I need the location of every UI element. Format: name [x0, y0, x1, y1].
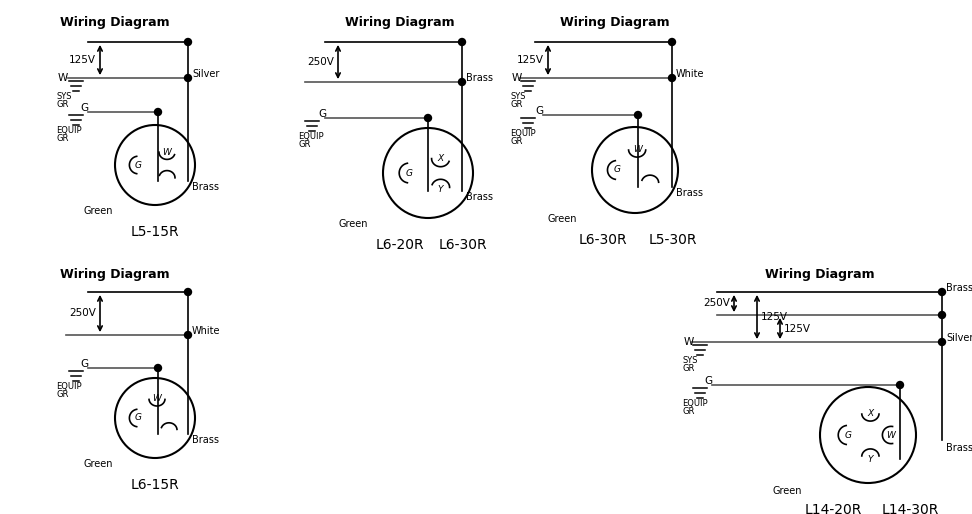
Text: G: G — [845, 431, 851, 439]
Text: W: W — [162, 148, 171, 157]
Text: G: G — [318, 109, 327, 119]
Circle shape — [155, 108, 161, 116]
Text: Green: Green — [84, 206, 113, 216]
Text: L6-20R: L6-20R — [376, 238, 425, 252]
Text: Green: Green — [773, 486, 802, 496]
Circle shape — [185, 75, 191, 82]
Text: Brass: Brass — [192, 435, 219, 445]
Text: EQUIP: EQUIP — [682, 399, 708, 408]
Text: Brass: Brass — [676, 188, 703, 198]
Text: Wiring Diagram: Wiring Diagram — [560, 16, 670, 29]
Text: 125V: 125V — [761, 312, 788, 322]
Text: GR: GR — [682, 407, 694, 416]
Text: Wiring Diagram: Wiring Diagram — [345, 16, 455, 29]
Text: Green: Green — [84, 459, 113, 469]
Text: L6-15R: L6-15R — [130, 478, 180, 492]
Text: EQUIP: EQUIP — [56, 382, 82, 391]
Text: 125V: 125V — [517, 55, 544, 65]
Circle shape — [669, 75, 676, 82]
Text: GR: GR — [510, 137, 522, 146]
Text: Silver: Silver — [192, 69, 220, 79]
Text: Brass: Brass — [466, 73, 493, 83]
Text: L5-30R: L5-30R — [648, 233, 697, 247]
Text: Wiring Diagram: Wiring Diagram — [60, 16, 170, 29]
Text: SYS: SYS — [56, 92, 72, 101]
Text: Brass: Brass — [946, 283, 972, 293]
Text: SYS: SYS — [682, 356, 698, 365]
Text: EQUIP: EQUIP — [56, 126, 82, 135]
Text: G: G — [535, 106, 543, 116]
Circle shape — [459, 39, 466, 46]
Text: 250V: 250V — [307, 57, 334, 67]
Text: 125V: 125V — [69, 55, 96, 65]
Text: Y: Y — [437, 185, 443, 194]
Circle shape — [185, 39, 191, 46]
Circle shape — [896, 381, 904, 389]
Text: GR: GR — [56, 134, 68, 143]
Text: X: X — [437, 154, 443, 163]
Text: W: W — [886, 431, 895, 439]
Text: White: White — [676, 69, 705, 79]
Circle shape — [459, 79, 466, 85]
Text: L6-30R: L6-30R — [578, 233, 627, 247]
Text: 125V: 125V — [784, 323, 811, 334]
Text: 250V: 250V — [703, 299, 730, 308]
Text: GR: GR — [56, 390, 68, 399]
Text: G: G — [135, 160, 142, 170]
Text: EQUIP: EQUIP — [298, 132, 324, 141]
Text: L14-30R: L14-30R — [882, 503, 939, 514]
Circle shape — [425, 115, 432, 121]
Circle shape — [185, 332, 191, 339]
Text: GR: GR — [682, 364, 694, 373]
Circle shape — [939, 311, 946, 319]
Circle shape — [155, 364, 161, 372]
Text: W: W — [633, 145, 642, 154]
Circle shape — [635, 112, 642, 119]
Text: Green: Green — [547, 214, 577, 224]
Text: Wiring Diagram: Wiring Diagram — [765, 268, 875, 281]
Text: G: G — [704, 376, 712, 386]
Text: White: White — [192, 326, 221, 336]
Text: G: G — [80, 359, 88, 369]
Circle shape — [185, 288, 191, 296]
Text: Silver: Silver — [946, 333, 972, 343]
Text: Green: Green — [338, 219, 368, 229]
Circle shape — [669, 39, 676, 46]
Text: 250V: 250V — [69, 308, 96, 319]
Text: GR: GR — [56, 100, 68, 109]
Text: L14-20R: L14-20R — [804, 503, 862, 514]
Text: GR: GR — [510, 100, 522, 109]
Text: Brass: Brass — [466, 192, 493, 202]
Text: EQUIP: EQUIP — [510, 129, 536, 138]
Text: W: W — [684, 337, 694, 347]
Text: W: W — [58, 73, 68, 83]
Text: G: G — [135, 413, 142, 423]
Text: W: W — [153, 394, 161, 403]
Text: GR: GR — [298, 140, 310, 149]
Text: Y: Y — [868, 454, 873, 464]
Text: Wiring Diagram: Wiring Diagram — [60, 268, 170, 281]
Text: W: W — [512, 73, 522, 83]
Text: G: G — [80, 103, 88, 113]
Text: Brass: Brass — [192, 182, 219, 192]
Circle shape — [939, 288, 946, 296]
Text: L5-15R: L5-15R — [130, 225, 179, 239]
Text: G: G — [405, 169, 412, 177]
Text: L6-30R: L6-30R — [438, 238, 487, 252]
Text: Brass: Brass — [946, 443, 972, 453]
Circle shape — [939, 339, 946, 345]
Text: X: X — [867, 409, 874, 418]
Text: SYS: SYS — [510, 92, 526, 101]
Text: G: G — [613, 166, 620, 174]
